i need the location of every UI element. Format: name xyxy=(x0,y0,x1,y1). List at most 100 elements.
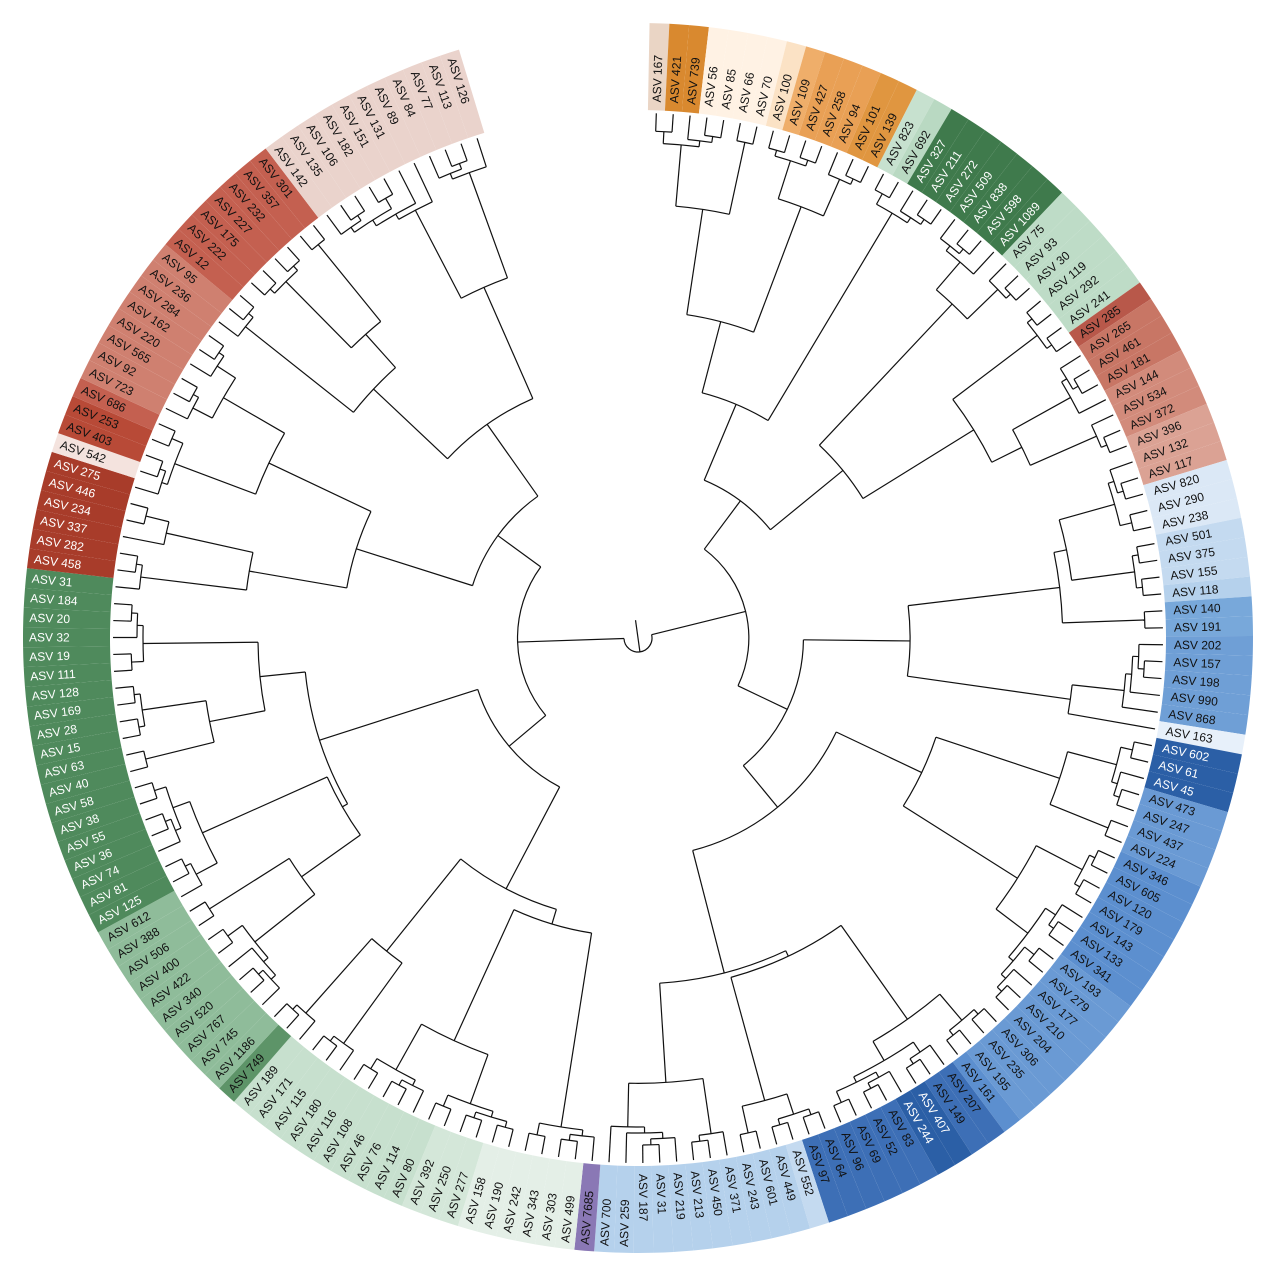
tree-branch xyxy=(136,613,139,638)
tip-label: ASV 700 xyxy=(597,1198,614,1246)
tree-branch xyxy=(134,782,153,789)
tip-label-background xyxy=(496,1151,533,1241)
tip-label-background xyxy=(23,587,112,612)
tip-label-background xyxy=(129,275,212,341)
tree-branch xyxy=(505,786,561,890)
tree-branch xyxy=(293,265,299,271)
tree-branch xyxy=(940,238,960,255)
tree-branch xyxy=(702,1078,712,1134)
tree-branch xyxy=(252,967,265,981)
tip-label-background xyxy=(685,1162,713,1251)
tree-branch xyxy=(996,986,1003,992)
tree-branch xyxy=(902,736,937,807)
tip-label-background xyxy=(1098,882,1184,940)
tip-label-background xyxy=(1152,498,1242,535)
tip-label-background xyxy=(921,119,986,203)
tip-label-background xyxy=(178,214,255,288)
tree-branch xyxy=(350,227,355,233)
tree-branch xyxy=(703,479,771,531)
tip-label: ASV 118 xyxy=(1172,582,1220,600)
tree-branch xyxy=(1144,610,1163,613)
tree-branch xyxy=(468,172,509,279)
tree-branch xyxy=(650,1137,675,1140)
tree-branch xyxy=(560,932,593,1128)
tree-branch xyxy=(909,1044,931,1060)
tree-branch xyxy=(1049,803,1109,829)
tree-branch xyxy=(1132,554,1139,557)
tree-branch xyxy=(452,166,487,180)
tree-branch xyxy=(460,143,468,161)
tree-branch xyxy=(674,1137,678,1162)
tree-branch xyxy=(946,1039,959,1055)
tip-label-background xyxy=(348,1103,405,1190)
tip-label-background xyxy=(833,1121,885,1210)
tree-branch xyxy=(352,367,396,413)
tip-label: ASV 219 xyxy=(671,1172,688,1221)
tree-branch xyxy=(165,786,182,829)
tip-label-background xyxy=(249,1047,318,1127)
tree-branch xyxy=(145,813,163,821)
tip-label-background xyxy=(80,360,167,415)
tree-branch xyxy=(421,1023,489,1056)
tree-branch xyxy=(115,685,134,689)
tree-branch xyxy=(161,813,169,830)
tree-branch xyxy=(1028,960,1044,973)
tree-branch xyxy=(1036,313,1052,326)
tree-branch xyxy=(157,470,167,495)
tip-label-background xyxy=(633,1165,654,1254)
tree-branch xyxy=(739,1134,745,1153)
tree-branch xyxy=(971,1008,985,1020)
tip-label: ASV 213 xyxy=(688,1170,707,1219)
tip-label: ASV 128 xyxy=(31,685,80,704)
tree-branch xyxy=(435,1102,452,1110)
tip-label-background xyxy=(736,1153,772,1243)
tree-branch xyxy=(250,979,265,993)
tip-label-background xyxy=(1113,851,1201,905)
tree-branch xyxy=(476,138,487,168)
tree-branch xyxy=(845,158,854,176)
tip-label-background xyxy=(420,1131,468,1220)
tree-branch xyxy=(906,1058,921,1069)
tree-branch xyxy=(365,333,396,368)
tip-label-background xyxy=(264,1057,332,1139)
tree-branch xyxy=(1104,820,1112,836)
tip-label-background xyxy=(702,1159,733,1249)
tree-branch xyxy=(172,801,190,809)
tree-branch xyxy=(192,407,213,419)
tree-branch xyxy=(342,803,348,808)
tree-branch xyxy=(139,797,158,805)
tree-branch xyxy=(131,660,144,663)
tree-branch xyxy=(888,181,899,199)
tree-branch xyxy=(908,586,1060,607)
tree-branch xyxy=(1030,435,1097,466)
tree-branch xyxy=(172,872,190,883)
tree-branch xyxy=(958,248,964,255)
tip-label: ASV 31 xyxy=(31,572,73,590)
tip-label-background xyxy=(966,1040,1036,1120)
tree-branch xyxy=(1089,854,1096,859)
tip-label-background xyxy=(118,920,202,984)
tree-branch xyxy=(973,1009,979,1015)
tip-label-background xyxy=(153,244,233,314)
tip-label-background xyxy=(297,1077,360,1161)
tree-branch xyxy=(218,352,225,357)
tree-branch xyxy=(671,114,674,133)
tree-branch xyxy=(920,219,925,225)
tree-branch xyxy=(808,1108,812,1115)
tree-branch xyxy=(1057,921,1074,933)
tree-branch xyxy=(711,136,714,143)
tip-label-background xyxy=(1112,367,1199,422)
tip-label: ASV 169 xyxy=(33,703,82,723)
tree-branch xyxy=(939,219,956,239)
tree-branch xyxy=(786,1093,795,1115)
tip-label-background xyxy=(57,813,146,861)
tip-label-background xyxy=(1060,940,1143,1007)
tree-branch xyxy=(397,1088,407,1106)
tip-label-background xyxy=(594,1164,618,1253)
tree-branch xyxy=(268,462,372,512)
tree-branch xyxy=(386,858,462,952)
tree-branch xyxy=(1028,947,1040,962)
tree-branch xyxy=(254,893,316,943)
tree-branch xyxy=(536,1122,541,1135)
